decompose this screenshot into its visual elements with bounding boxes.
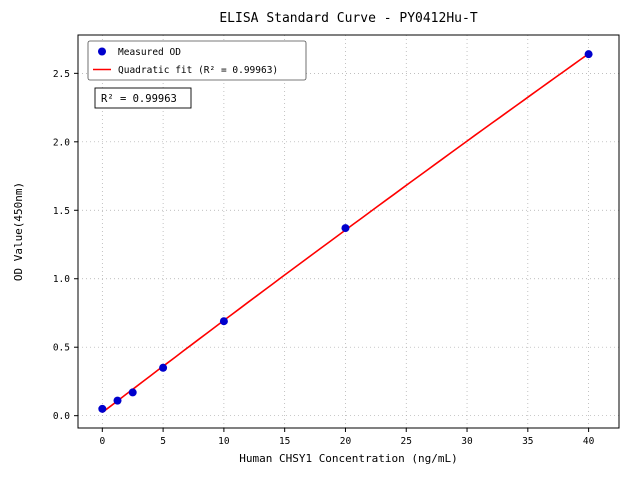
chart-title: ELISA Standard Curve - PY0412Hu-T	[219, 11, 477, 26]
x-tick-label: 5	[160, 436, 166, 447]
data-point	[113, 396, 122, 405]
r-squared-annotation-text: R² = 0.99963	[101, 93, 177, 105]
legend-box	[87, 40, 307, 81]
data-point	[159, 363, 168, 372]
x-axis-label: Human CHSY1 Concentration (ng/mL)	[239, 452, 458, 465]
y-axis-label: OD Value(450nm)	[12, 182, 25, 281]
data-point	[341, 224, 350, 233]
y-tick-label: 0.0	[53, 411, 70, 422]
y-tick-label: 2.5	[53, 69, 70, 80]
legend-dot-marker	[98, 47, 106, 56]
data-point	[128, 388, 137, 397]
data-point	[219, 317, 228, 326]
x-tick-label: 20	[340, 436, 352, 447]
x-tick-label: 30	[461, 436, 473, 447]
x-tick-label: 35	[522, 436, 533, 447]
x-tick-label: 15	[279, 436, 290, 447]
y-tick-label: 1.0	[53, 274, 70, 285]
x-tick-label: 0	[99, 436, 105, 447]
legend-label-measured-od: Measured OD	[118, 47, 181, 58]
legend-label-quadratic-fit: Quadratic fit (R² = 0.99963)	[118, 65, 278, 76]
data-point	[98, 404, 107, 413]
x-tick-label: 10	[218, 436, 230, 447]
y-tick-label: 1.5	[53, 206, 70, 217]
y-tick-label: 2.0	[53, 137, 70, 148]
r-squared-annotation-box	[94, 87, 192, 109]
y-tick-label: 0.5	[53, 343, 70, 354]
plot-border	[77, 34, 620, 429]
x-tick-label: 25	[401, 436, 412, 447]
x-tick-label: 40	[583, 436, 595, 447]
data-point	[584, 50, 593, 59]
